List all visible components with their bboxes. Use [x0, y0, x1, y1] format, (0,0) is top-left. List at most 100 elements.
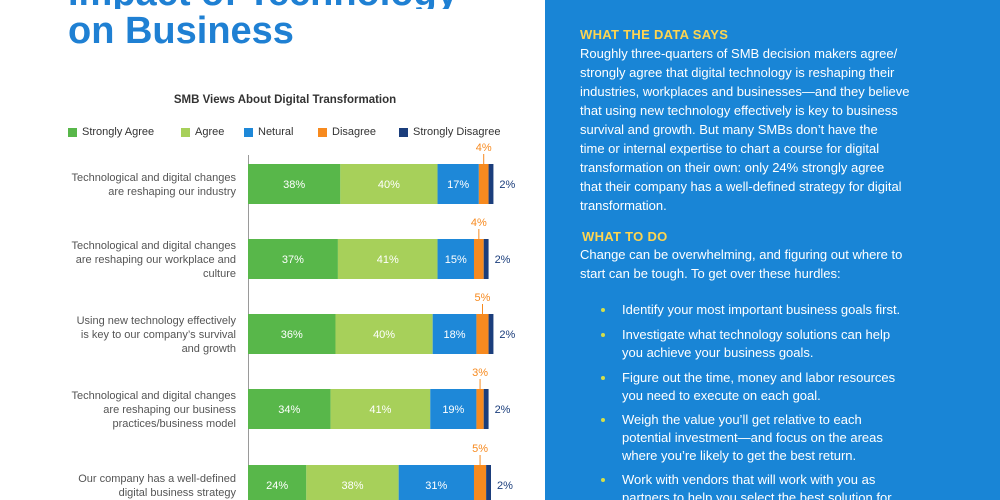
bar-segment-strongly-disagree: [483, 239, 489, 279]
data-says-line: Roughly three-quarters of SMB decision m…: [580, 46, 898, 61]
bar-segment-disagree: [473, 465, 487, 500]
bar-segment-strongly-disagree: [486, 465, 491, 500]
bar-row: [248, 164, 494, 204]
bullet-line: you achieve your business goals.: [622, 345, 814, 360]
bar-segment-agree: [306, 465, 399, 500]
data-label-disagree: 3%: [472, 367, 488, 379]
bar-segment-netural: [398, 465, 474, 500]
category-labels: Technological and digital changes are res…: [71, 172, 236, 499]
bar-segment-disagree: [476, 389, 484, 429]
legend-item-disagree: Disagree: [318, 125, 376, 139]
category-label: Using new technology effectively is key t…: [77, 315, 237, 355]
what-to-do-heading: WHAT TO DO: [582, 229, 668, 244]
bars: [248, 164, 494, 500]
data-label-agree: 41%: [369, 404, 391, 416]
data-label-netural: 31%: [425, 480, 447, 492]
category-label-line: and growth: [182, 343, 236, 355]
category-label-line: practices/business model: [112, 418, 236, 430]
bullet-icon: [601, 308, 605, 312]
data-says-heading: WHAT THE DATA SAYS: [580, 27, 729, 42]
bar-row: [248, 389, 489, 429]
bar-segment-strongly-agree: [248, 314, 336, 354]
bullet-line: Figure out the time, money and labor res…: [622, 370, 896, 385]
category-label-line: is key to our company’s survival: [81, 329, 236, 341]
category-label-line: are reshaping our workplace and: [76, 254, 236, 266]
data-label-strongly-disagree: 2%: [495, 254, 511, 266]
category-label-line: are reshaping our industry: [108, 186, 236, 198]
bar-segment-strongly-disagree: [488, 164, 494, 204]
data-label-disagree: 4%: [476, 142, 492, 154]
category-label: Technological and digital changes are res…: [71, 240, 236, 280]
data-label-netural: 19%: [442, 404, 464, 416]
bullet-icon: [601, 418, 605, 422]
category-label-line: Technological and digital changes: [71, 240, 236, 252]
category-label: Technological and digital changes are res…: [71, 172, 236, 198]
legend-swatch: [318, 127, 327, 137]
legend-swatch: [68, 127, 77, 137]
data-says-line: that using new technology effectively is…: [580, 103, 898, 118]
data-label-disagree: 5%: [475, 292, 491, 304]
bar-segment-netural: [437, 164, 479, 204]
bullet-line: potential investment—and focus on the ar…: [622, 430, 883, 445]
data-label-strongly-disagree: 2%: [497, 480, 513, 492]
legend-label: Strongly Disagree: [413, 126, 501, 138]
data-labels: 38% 40% 17% 4% 2% 37% 41% 15% 4% 2% 36% 40% 18% 5% 2% 3…: [266, 142, 515, 492]
legend-label: Strongly Agree: [82, 126, 155, 138]
bar-segment-netural: [437, 239, 474, 279]
bullet-line: Identify your most important business go…: [622, 302, 901, 317]
data-label-strongly-agree: 38%: [283, 179, 305, 191]
bar-segment-agree: [340, 164, 438, 204]
bar-segment-netural: [430, 389, 477, 429]
bar-segment-strongly-agree: [248, 164, 341, 204]
bar-segment-strongly-disagree: [488, 314, 494, 354]
bullet-line: where you’re likely to get the best retu…: [622, 448, 857, 463]
bullet-line: partners to help you select the best sol…: [622, 490, 892, 500]
category-label-line: culture: [203, 268, 236, 280]
category-label: Technological and digital changes are res…: [71, 390, 236, 430]
legend-label: Netural: [258, 126, 294, 138]
data-label-strongly-agree: 24%: [266, 480, 288, 492]
chart-title: SMB Views About Digital Transformation: [173, 94, 397, 106]
data-label-netural: 18%: [444, 329, 466, 341]
legend-swatch: [244, 127, 253, 137]
what-to-do-intro-line: start can be tough. To get over these hu…: [580, 266, 841, 281]
bar-row: [248, 239, 489, 279]
category-label-line: are reshaping our business: [103, 404, 236, 416]
data-label-agree: 38%: [341, 480, 363, 492]
bullet-icon: [601, 333, 605, 337]
category-label-line: digital business strategy: [119, 487, 237, 499]
data-label-agree: 40%: [378, 179, 400, 191]
data-label-strongly-agree: 34%: [278, 404, 300, 416]
bullet-line: Weigh the value you’ll get relative to e…: [622, 412, 862, 427]
category-label: Our company has a well-defined digital bu…: [78, 473, 236, 499]
data-label-strongly-agree: 36%: [281, 329, 303, 341]
legend-swatch: [399, 127, 408, 137]
data-label-strongly-disagree: 2%: [499, 329, 515, 341]
bar-segment-agree: [330, 389, 431, 429]
category-label-line: Using new technology effectively: [77, 315, 237, 327]
data-label-disagree: 5%: [472, 443, 488, 455]
data-label-netural: 15%: [445, 254, 467, 266]
data-says-line: strongly agree that digital technology i…: [580, 65, 895, 80]
bar-row: [248, 465, 491, 500]
what-to-do-intro-line: Change can be overwhelming, and figuring…: [580, 247, 903, 262]
bar-segment-strongly-agree: [248, 465, 307, 500]
bullet-line: you need to execute on each goal.: [622, 388, 821, 403]
legend-item-agree: Agree: [181, 125, 224, 139]
category-label-line: Technological and digital changes: [71, 172, 236, 184]
bullet-line: Work with vendors that will work with yo…: [622, 472, 876, 487]
data-says-line: survival and growth. But many SMBs don’t…: [580, 122, 878, 137]
bullet-line: Investigate what technology solutions ca…: [622, 327, 891, 342]
stacked-bar-chart: Technological and digital changes are res…: [71, 142, 516, 500]
insights-panel: WHAT THE DATA SAYS Roughly three-quarter…: [545, 0, 1000, 500]
bar-segment-agree: [337, 239, 438, 279]
bar-segment-strongly-agree: [248, 239, 338, 279]
data-label-disagree: 4%: [471, 217, 487, 229]
category-label-line: Technological and digital changes: [71, 390, 236, 402]
data-says-line: transformation on their own: only 24% st…: [580, 160, 885, 175]
legend-item-strongly-agree: Strongly Agree: [68, 125, 154, 139]
data-says-line: industries, workplaces and businesses—an…: [580, 84, 910, 99]
bar-segment-disagree: [476, 314, 489, 354]
page-title-line-1: Impact of Technology: [68, 0, 458, 9]
chart-section: Impact of Technology on Business SMB Vie…: [68, 0, 516, 500]
